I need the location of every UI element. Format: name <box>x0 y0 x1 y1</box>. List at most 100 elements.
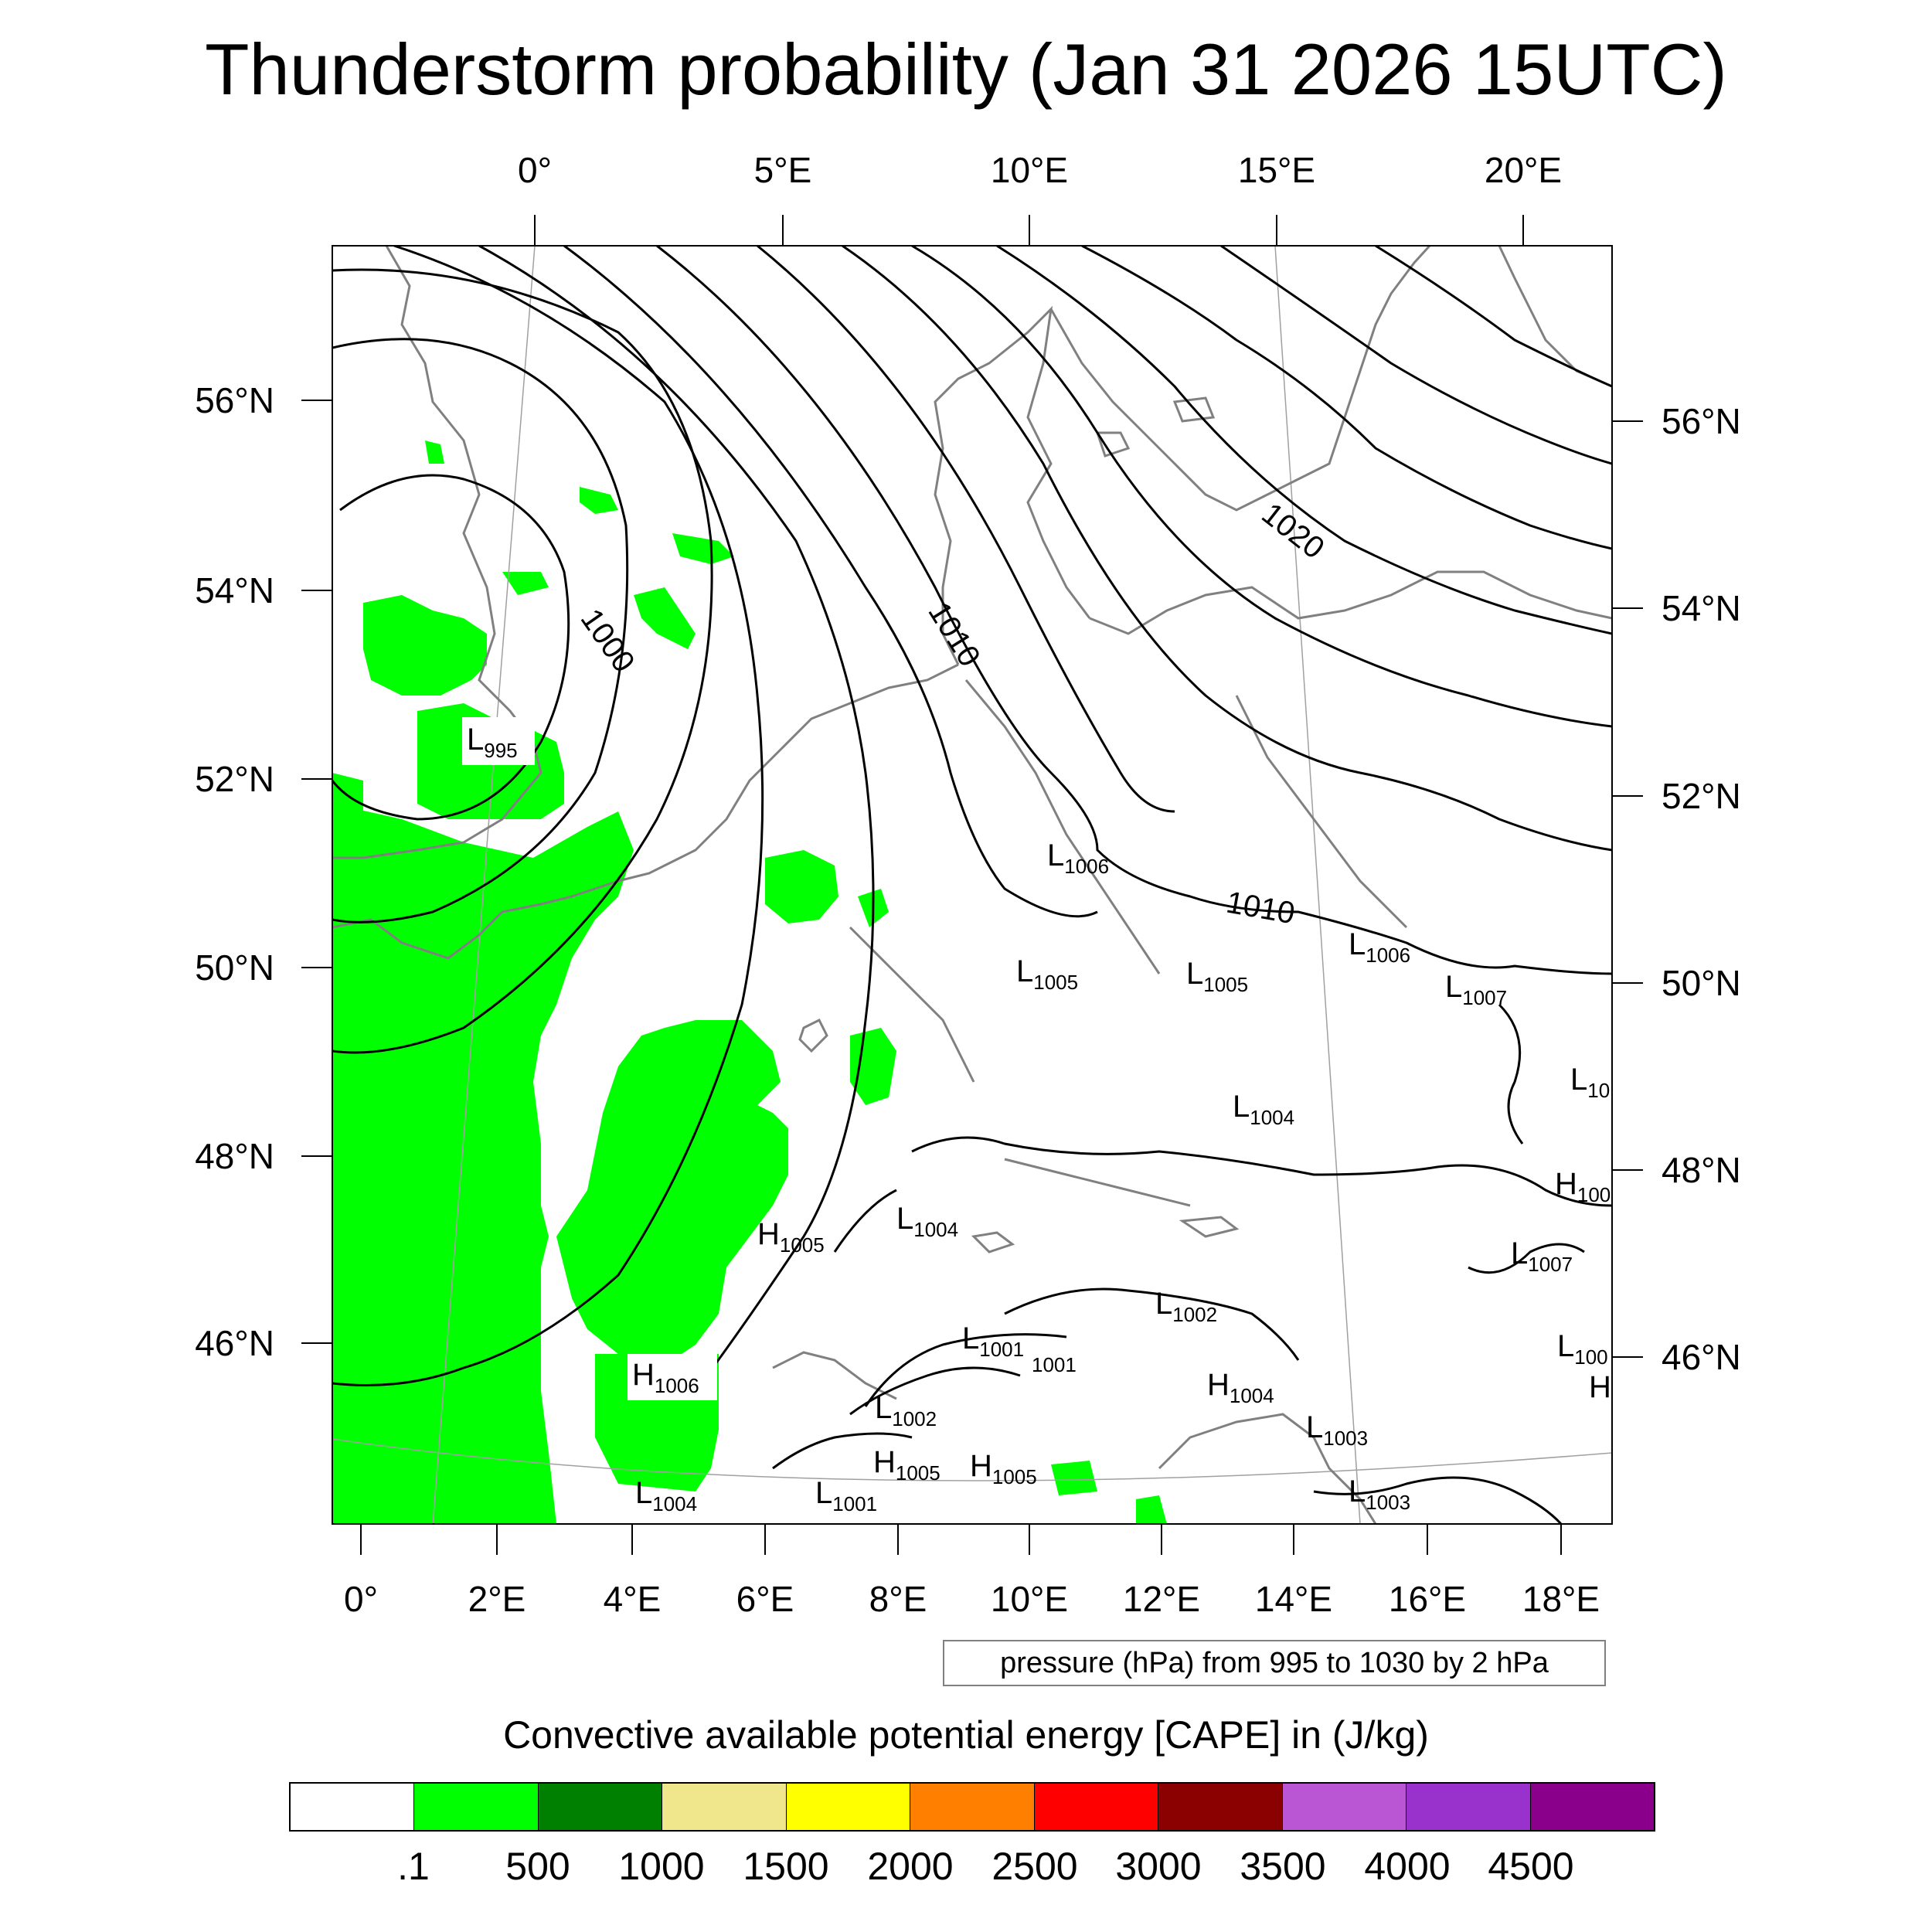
isobar-south-4 <box>849 1366 1021 1416</box>
cape-region-patch-6 <box>425 440 444 464</box>
map-panel: 1000 1010 1020 1010 L995 L1006 L1006 L10… <box>332 245 1613 1525</box>
top-lon-label: 0° <box>518 150 552 190</box>
isobar-1004 <box>332 246 764 1386</box>
isobar-1006 <box>478 246 875 1392</box>
contour-info-box: pressure (hPa) from 995 to 1030 by 2 hPa <box>943 1640 1606 1686</box>
isobar-1000 <box>332 338 629 923</box>
legend-swatch <box>538 1784 663 1830</box>
top-lon-label: 15°E <box>1238 150 1315 190</box>
top-lon-label: 5°E <box>754 150 812 190</box>
center-low-995: L995 <box>467 723 518 762</box>
legend-colorbar <box>289 1782 1655 1832</box>
center-low-1005-b: L1005 <box>1186 957 1248 996</box>
right-lat-label: 56°N <box>1662 401 1741 441</box>
legend-swatch <box>662 1784 787 1830</box>
center-low-1003-a: L1003 <box>1306 1410 1368 1450</box>
center-high-1006-box <box>628 1354 717 1400</box>
bottom-lon-label: 18°E <box>1522 1579 1600 1619</box>
legend-label: 1000 <box>618 1845 705 1888</box>
legend-title: Convective available potential energy [C… <box>503 1713 1429 1757</box>
cape-region-central <box>556 1020 788 1360</box>
meridian-15e <box>1274 246 1361 1524</box>
legend-label: 4500 <box>1488 1845 1574 1888</box>
coastline-borders <box>849 679 1408 1207</box>
legend-label: 3500 <box>1240 1845 1326 1888</box>
legend-swatch <box>910 1784 1035 1830</box>
cape-region-patch-8 <box>1136 1495 1167 1524</box>
isobar-1008 <box>563 246 1098 918</box>
legend-swatch <box>1282 1784 1407 1830</box>
cape-region-channel <box>332 773 363 827</box>
bottom-lon-label: 10°E <box>991 1579 1068 1619</box>
map-frame <box>332 245 1613 1525</box>
left-lat-label: 52°N <box>195 759 274 799</box>
isobar-south-2 <box>833 1189 897 1253</box>
top-lon-labels: 0° 5°E 10°E 15°E 20°E <box>518 150 1562 190</box>
right-lat-labels: 56°N 54°N 52°N 50°N 48°N 46°N <box>1662 401 1741 1377</box>
isobar-1010 <box>656 246 1612 975</box>
cape-region-west <box>332 804 634 1524</box>
isobar-alps <box>864 1333 1067 1407</box>
center-low-1006-b: L1006 <box>1349 927 1410 967</box>
legend-swatch <box>786 1784 911 1830</box>
isobar-south-1 <box>911 1136 1612 1207</box>
center-high-edge: H <box>1589 1370 1611 1404</box>
center-low-1004-a: L1004 <box>1233 1090 1294 1129</box>
left-lat-label: 54°N <box>195 570 274 611</box>
isobar-layer <box>332 246 1612 1524</box>
right-lat-label: 46°N <box>1662 1337 1741 1377</box>
coastline-denmark <box>934 305 1091 665</box>
center-high-1005-c: H1005 <box>970 1449 1037 1488</box>
isobar-1020 <box>1081 246 1612 550</box>
isobar-1014 <box>842 246 1612 852</box>
center-low-1002-a: L1002 <box>1155 1287 1217 1326</box>
coastline-uk-east <box>332 246 543 859</box>
coastline-island-1 <box>1095 431 1131 457</box>
isobar-south-6 <box>1313 1476 1563 1524</box>
isobar-1024 <box>1375 246 1612 388</box>
bottom-lon-label: 0° <box>344 1579 378 1619</box>
isobar-low-inner <box>332 474 570 821</box>
top-lon-label: 10°E <box>991 150 1068 190</box>
legend-label: 500 <box>505 1845 570 1888</box>
center-high-100-edge: H100 <box>1555 1167 1611 1206</box>
coastline-island-2 <box>1172 396 1216 423</box>
center-low-1005-a: L1005 <box>1016 954 1078 994</box>
left-lat-label: 46°N <box>195 1323 274 1363</box>
bottom-lon-label: 4°E <box>604 1579 662 1619</box>
isobar-south-5 <box>772 1432 913 1470</box>
isobar-east-2 <box>1468 1243 1585 1274</box>
center-low-995-box <box>462 717 535 765</box>
left-lat-labels: 56°N 54°N 52°N 50°N 48°N 46°N <box>195 380 274 1363</box>
left-lat-label: 56°N <box>195 380 274 420</box>
legend-label: 4000 <box>1364 1845 1451 1888</box>
legend-swatch <box>414 1784 539 1830</box>
legend-swatch <box>291 1784 415 1830</box>
center-high-1005-b: H1005 <box>873 1445 940 1485</box>
cape-region-patch-7 <box>1051 1461 1097 1495</box>
parallel-45n <box>332 1438 1612 1481</box>
legend-label: 2000 <box>867 1845 954 1888</box>
bottom-lon-label: 6°E <box>736 1579 794 1619</box>
cape-region-uk-east <box>363 595 487 696</box>
isobar-1012 <box>757 246 1175 813</box>
center-high-1004: H1004 <box>1207 1368 1274 1407</box>
chart-title: Thunderstorm probability (Jan 31 2026 15… <box>205 29 1727 110</box>
legend-label: 1500 <box>743 1845 829 1888</box>
isobar-east-1 <box>1498 1003 1524 1145</box>
legend-label: 2500 <box>992 1845 1078 1888</box>
pressure-centers: L995 L1006 L1006 L1005 L1005 L1007 L10 L… <box>462 717 1611 1515</box>
center-low-1004-b: L1004 <box>896 1202 958 1241</box>
cape-region-patch-1 <box>765 850 838 923</box>
bottom-lon-label: 16°E <box>1389 1579 1466 1619</box>
center-low-1004-c: L1004 <box>635 1476 697 1515</box>
isobar-1018 <box>996 246 1612 635</box>
cape-region-patch-10 <box>502 572 549 595</box>
cape-region-patch-3 <box>634 587 696 649</box>
cape-region-patch-5 <box>580 487 618 514</box>
center-1001-value: 1001 <box>1032 1353 1077 1376</box>
coastline-layer <box>332 246 1612 1524</box>
left-lat-label: 50°N <box>195 947 274 988</box>
center-low-1002-b: L1002 <box>875 1391 937 1430</box>
isobar-south-3 <box>1004 1287 1300 1361</box>
